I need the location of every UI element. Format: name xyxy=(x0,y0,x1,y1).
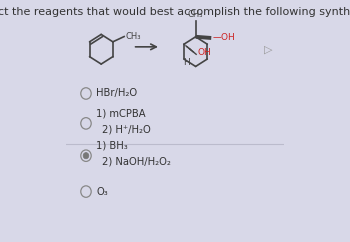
Text: 1) BH₃: 1) BH₃ xyxy=(96,141,128,151)
Circle shape xyxy=(83,152,89,159)
Text: O₃: O₃ xyxy=(96,187,108,197)
Text: —OH: —OH xyxy=(212,33,235,43)
Text: HBr/H₂O: HBr/H₂O xyxy=(96,89,138,98)
Text: Select the reagents that would best accomplish the following synthesis.: Select the reagents that would best acco… xyxy=(0,7,350,17)
Text: CH₃: CH₃ xyxy=(188,10,203,19)
Text: 2) H⁺/H₂O: 2) H⁺/H₂O xyxy=(103,124,151,134)
Text: 2) NaOH/H₂O₂: 2) NaOH/H₂O₂ xyxy=(103,157,172,167)
Text: 1) mCPBA: 1) mCPBA xyxy=(96,108,146,118)
Text: CH₃: CH₃ xyxy=(125,32,140,41)
Text: H: H xyxy=(183,58,189,67)
Text: ▷: ▷ xyxy=(264,44,273,54)
Text: OH: OH xyxy=(198,48,212,57)
